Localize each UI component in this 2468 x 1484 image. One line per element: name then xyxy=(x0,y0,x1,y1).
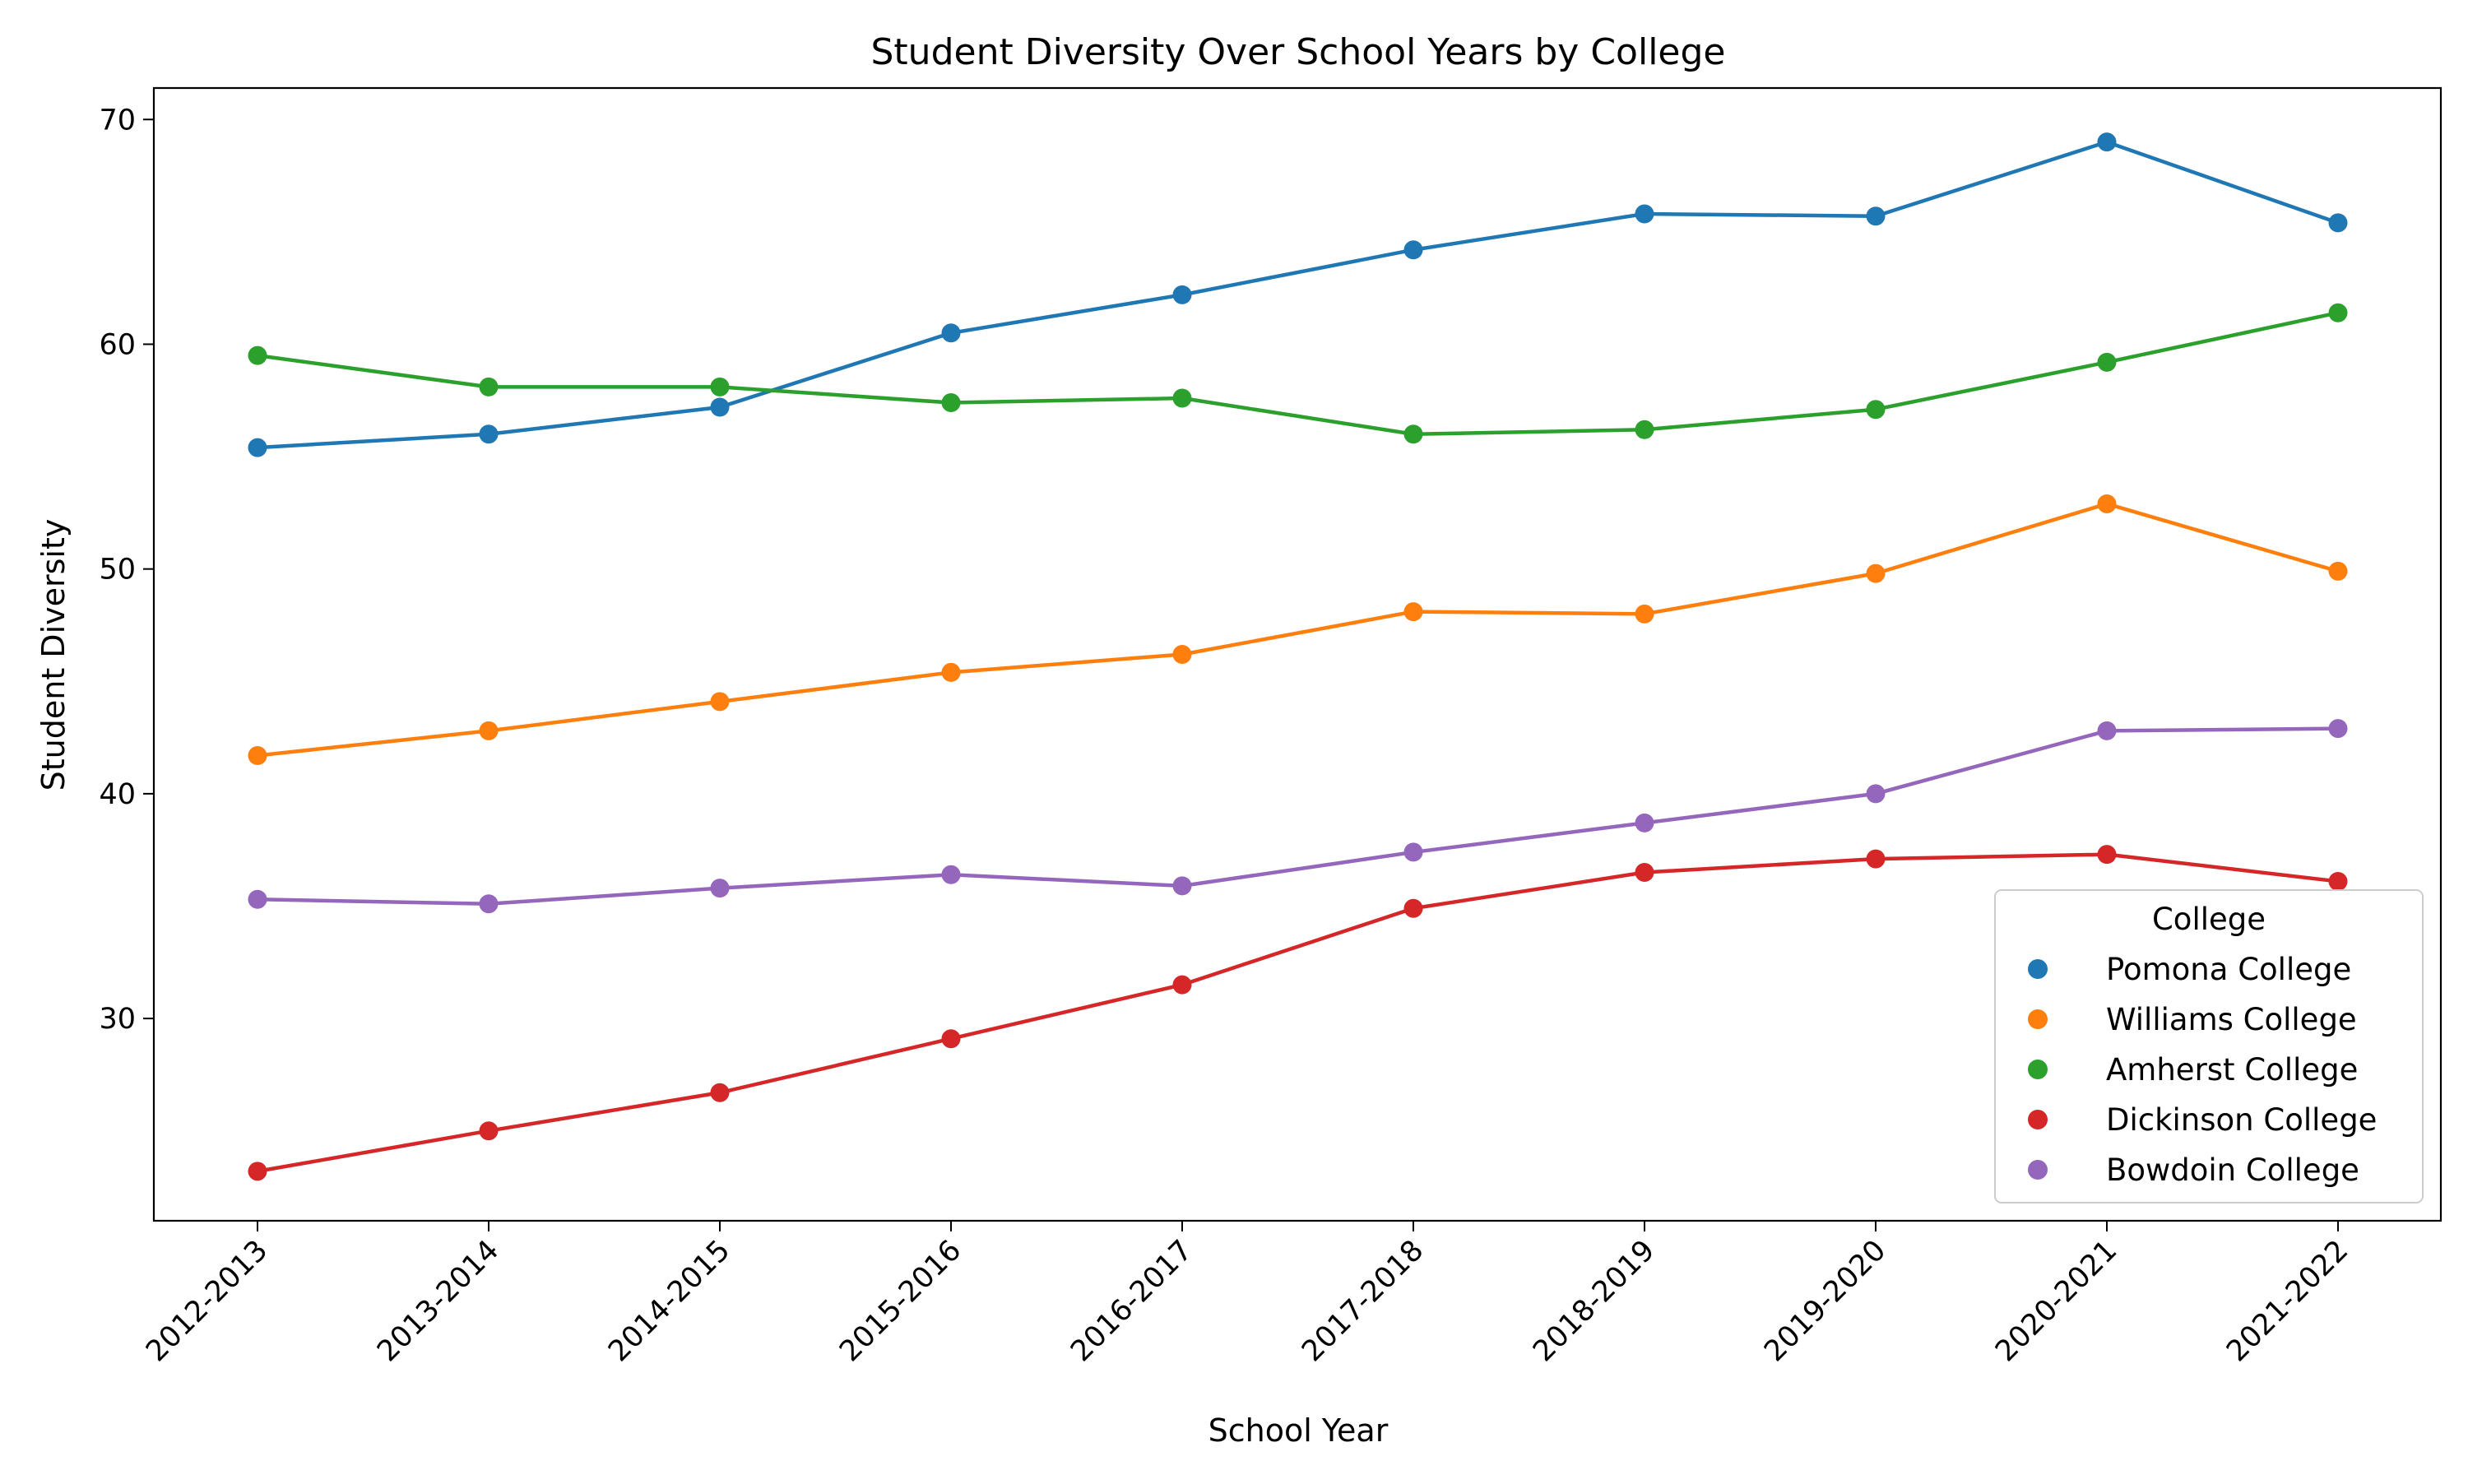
legend-marker xyxy=(2028,1110,2048,1129)
series-line xyxy=(255,852,2340,1174)
x-tick-label: 2020-2021 xyxy=(1989,1234,2123,1368)
series-2 xyxy=(248,303,2348,444)
data-point xyxy=(1403,424,1423,444)
series-line xyxy=(255,140,2340,450)
data-point xyxy=(2097,352,2117,372)
y-axis: 30 40 50 60 70 xyxy=(99,104,154,1036)
data-point xyxy=(2097,132,2117,152)
plot-area xyxy=(152,86,2442,1222)
x-tick-label: 2015-2016 xyxy=(833,1234,967,1368)
data-point xyxy=(1635,204,1654,224)
y-axis-label: Student Diversity xyxy=(35,519,72,791)
x-tick-label: 2014-2015 xyxy=(602,1234,736,1368)
data-point xyxy=(1172,876,1192,896)
data-point xyxy=(2328,871,2348,891)
data-point xyxy=(1172,645,1192,664)
data-point xyxy=(479,1121,499,1141)
data-point xyxy=(1866,563,1886,583)
data-point xyxy=(1866,849,1886,869)
x-tick-label: 2018-2019 xyxy=(1527,1234,1661,1368)
data-point xyxy=(248,745,267,765)
legend-box xyxy=(1994,889,2424,1203)
y-tick-label: 70 xyxy=(99,104,136,137)
series-4 xyxy=(248,719,2348,914)
series-3 xyxy=(248,845,2348,1181)
data-point xyxy=(2328,213,2348,233)
series-0 xyxy=(248,132,2348,457)
data-point xyxy=(1172,285,1192,304)
data-point xyxy=(2097,845,2117,865)
legend-entry: Dickinson College xyxy=(2106,1102,2377,1138)
x-tick-label: 2016-2017 xyxy=(1065,1234,1199,1368)
data-point xyxy=(941,1029,961,1049)
data-point xyxy=(710,692,730,712)
data-point xyxy=(248,438,267,457)
y-tick-label: 30 xyxy=(99,1003,136,1036)
data-point xyxy=(2328,561,2348,581)
legend-entry: Bowdoin College xyxy=(2106,1152,2359,1188)
data-point xyxy=(1635,813,1654,832)
series-line xyxy=(255,310,2340,436)
legend-title: College xyxy=(2152,902,2266,937)
x-tick-label: 2017-2018 xyxy=(1296,1234,1430,1368)
x-tick-label: 2019-2020 xyxy=(1758,1234,1892,1368)
data-point xyxy=(1172,975,1192,995)
data-point xyxy=(1866,400,1886,420)
data-point xyxy=(1172,388,1192,408)
legend-marker xyxy=(2028,1060,2048,1079)
series-1 xyxy=(248,494,2348,765)
chart-title: Student Diversity Over School Years by C… xyxy=(871,31,1726,73)
data-point xyxy=(479,424,499,444)
legend-entry: Amherst College xyxy=(2106,1052,2358,1087)
data-point xyxy=(1635,863,1654,883)
y-tick-label: 50 xyxy=(99,554,136,587)
x-axis-label: School Year xyxy=(1208,1412,1389,1449)
data-point xyxy=(710,879,730,898)
legend: College Pomona College Williams College Am… xyxy=(1994,889,2424,1203)
series-layer xyxy=(248,132,2348,1181)
legend-entry: Williams College xyxy=(2106,1002,2357,1037)
data-point xyxy=(710,1083,730,1102)
data-point xyxy=(2328,719,2348,739)
data-point xyxy=(2097,494,2117,513)
data-point xyxy=(479,721,499,740)
data-point xyxy=(1403,842,1423,862)
x-tick-label: 2013-2014 xyxy=(371,1234,505,1368)
data-point xyxy=(1403,240,1423,260)
y-tick-label: 40 xyxy=(99,778,136,811)
data-point xyxy=(710,377,730,397)
data-point xyxy=(2097,721,2117,740)
data-point xyxy=(248,889,267,909)
data-point xyxy=(1866,784,1886,804)
series-line xyxy=(255,726,2340,907)
series-line xyxy=(255,502,2340,758)
data-point xyxy=(710,397,730,417)
x-tick-label: 2021-2022 xyxy=(2220,1234,2354,1368)
y-tick-label: 60 xyxy=(99,328,136,361)
data-point xyxy=(941,393,961,412)
data-point xyxy=(941,865,961,884)
data-point xyxy=(1403,602,1423,622)
data-point xyxy=(1866,206,1886,226)
data-point xyxy=(248,1162,267,1181)
data-point xyxy=(1403,898,1423,918)
x-tick-label: 2012-2013 xyxy=(140,1234,274,1368)
data-point xyxy=(941,662,961,682)
data-point xyxy=(1635,604,1654,624)
data-point xyxy=(248,345,267,365)
data-point xyxy=(479,894,499,914)
legend-entry: Pomona College xyxy=(2106,952,2351,987)
data-point xyxy=(1635,420,1654,439)
legend-marker xyxy=(2028,1160,2048,1180)
data-point xyxy=(479,377,499,397)
data-point xyxy=(941,323,961,343)
x-axis: 2012-2013 2013-2014 2014-2015 2015-2016 2016… xyxy=(140,1221,2354,1368)
legend-marker xyxy=(2028,1009,2048,1029)
legend-marker xyxy=(2028,959,2048,979)
data-point xyxy=(2328,303,2348,322)
